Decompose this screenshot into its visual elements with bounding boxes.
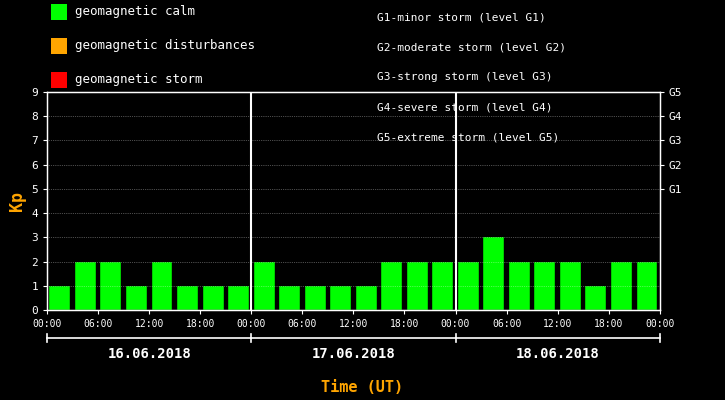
Text: G3-strong storm (level G3): G3-strong storm (level G3): [377, 72, 552, 82]
Bar: [407, 262, 428, 310]
Bar: [304, 286, 326, 310]
Bar: [356, 286, 377, 310]
Bar: [611, 262, 632, 310]
Bar: [637, 262, 658, 310]
Bar: [586, 286, 606, 310]
Bar: [534, 262, 555, 310]
Text: G4-severe storm (level G4): G4-severe storm (level G4): [377, 102, 552, 112]
Text: geomagnetic disturbances: geomagnetic disturbances: [75, 40, 255, 52]
Y-axis label: Kp: Kp: [8, 191, 26, 211]
Text: Time (UT): Time (UT): [321, 380, 404, 396]
Text: 18.06.2018: 18.06.2018: [515, 347, 600, 361]
Bar: [458, 262, 478, 310]
Bar: [279, 286, 300, 310]
Bar: [509, 262, 530, 310]
Bar: [432, 262, 453, 310]
Bar: [152, 262, 173, 310]
Text: 16.06.2018: 16.06.2018: [107, 347, 191, 361]
Text: G1-minor storm (level G1): G1-minor storm (level G1): [377, 12, 546, 22]
Bar: [330, 286, 351, 310]
Text: G5-extreme storm (level G5): G5-extreme storm (level G5): [377, 132, 559, 142]
Text: geomagnetic calm: geomagnetic calm: [75, 6, 196, 18]
Bar: [101, 262, 121, 310]
Text: G2-moderate storm (level G2): G2-moderate storm (level G2): [377, 42, 566, 52]
Text: geomagnetic storm: geomagnetic storm: [75, 74, 203, 86]
Bar: [484, 237, 505, 310]
Bar: [381, 262, 402, 310]
Bar: [126, 286, 147, 310]
Bar: [202, 286, 223, 310]
Bar: [228, 286, 249, 310]
Bar: [75, 262, 96, 310]
Text: 17.06.2018: 17.06.2018: [312, 347, 395, 361]
Bar: [177, 286, 198, 310]
Bar: [49, 286, 70, 310]
Bar: [560, 262, 581, 310]
Bar: [254, 262, 275, 310]
